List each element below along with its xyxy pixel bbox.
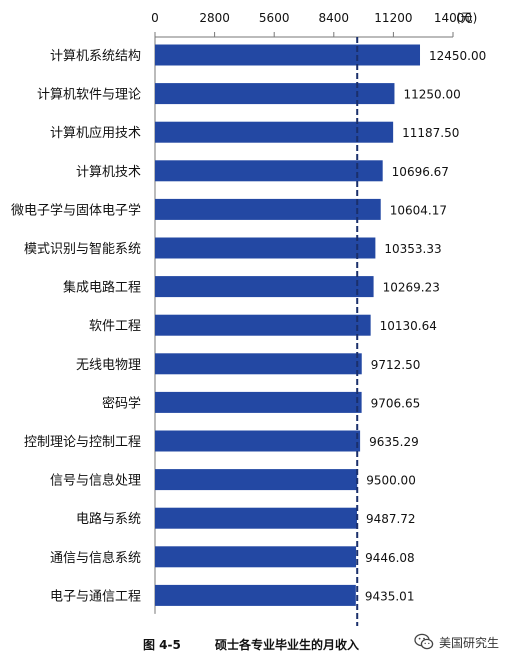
value-label: 9712.50 <box>371 358 421 372</box>
x-unit-label: (元) <box>456 11 477 25</box>
bar <box>155 584 356 606</box>
category-label: 微电子学与固体电子学 <box>11 202 141 218</box>
watermark-text: 美国研究生 <box>439 635 500 650</box>
value-label: 12450.00 <box>429 49 486 63</box>
x-tick-label: 14000 <box>434 11 472 25</box>
category-labels: 计算机系统结构计算机软件与理论计算机应用技术计算机技术微电子学与固体电子学模式识… <box>11 49 141 604</box>
bar <box>155 198 381 220</box>
x-axis: 0 2800 5600 8400 11200 14000(元) <box>151 11 477 614</box>
value-label: 11187.50 <box>402 126 459 140</box>
bar <box>155 121 394 143</box>
category-label: 电子与通信工程 <box>50 589 141 604</box>
x-tick-label: 0 <box>151 11 159 25</box>
figure-title: 硕士各专业毕业生的月收入 <box>215 638 360 652</box>
bar <box>155 44 421 66</box>
category-label: 计算机软件与理论 <box>37 88 141 103</box>
value-label: 9500.00 <box>366 474 416 488</box>
bar <box>155 83 395 105</box>
bar <box>155 507 357 529</box>
wechat-icon <box>414 633 434 650</box>
bar <box>155 276 374 298</box>
figure-caption: 图 4-5 硕士各专业毕业生的月收入 <box>0 636 517 656</box>
value-label: 10353.33 <box>384 242 441 256</box>
category-label: 模式识别与智能系统 <box>24 242 141 257</box>
category-label: 计算机应用技术 <box>50 125 141 141</box>
value-label: 9635.29 <box>369 435 419 449</box>
value-labels: 12450.00 11250.00 11187.50 10696.67 10604.17… <box>365 49 486 603</box>
category-label: 无线电物理 <box>76 358 141 373</box>
x-tick-label: 8400 <box>319 11 350 25</box>
x-tick-label: 2800 <box>199 11 230 25</box>
value-label: 10130.64 <box>380 319 437 333</box>
x-tick-label: 11200 <box>374 11 412 25</box>
bar <box>155 314 371 336</box>
value-label: 9446.08 <box>365 551 415 565</box>
bar <box>155 430 361 452</box>
figure-number: 图 4-5 <box>143 638 181 652</box>
category-label: 信号与信息处理 <box>50 473 141 489</box>
value-label: 10269.23 <box>383 281 440 295</box>
bar <box>155 160 383 182</box>
category-label: 集成电路工程 <box>63 280 141 296</box>
value-label: 11250.00 <box>403 88 460 102</box>
category-label: 计算机系统结构 <box>50 49 141 64</box>
bar <box>155 391 362 413</box>
bar <box>155 469 358 491</box>
bars <box>155 44 421 606</box>
value-label: 9487.72 <box>366 512 416 526</box>
value-label: 10604.17 <box>390 203 447 217</box>
category-label: 电路与系统 <box>76 511 141 527</box>
bar <box>155 546 357 568</box>
bar <box>155 237 376 259</box>
watermark: 美国研究生 <box>414 630 499 654</box>
value-label: 10696.67 <box>392 165 449 179</box>
category-label: 通信与信息系统 <box>50 550 141 566</box>
category-label: 计算机技术 <box>76 165 141 180</box>
value-label: 9435.01 <box>365 589 415 603</box>
value-label: 9706.65 <box>371 396 421 410</box>
bar <box>155 353 362 375</box>
category-label: 控制理论与控制工程 <box>24 435 141 450</box>
category-label: 软件工程 <box>89 319 141 334</box>
x-tick-label: 5600 <box>259 11 290 25</box>
category-label: 密码学 <box>102 395 141 411</box>
